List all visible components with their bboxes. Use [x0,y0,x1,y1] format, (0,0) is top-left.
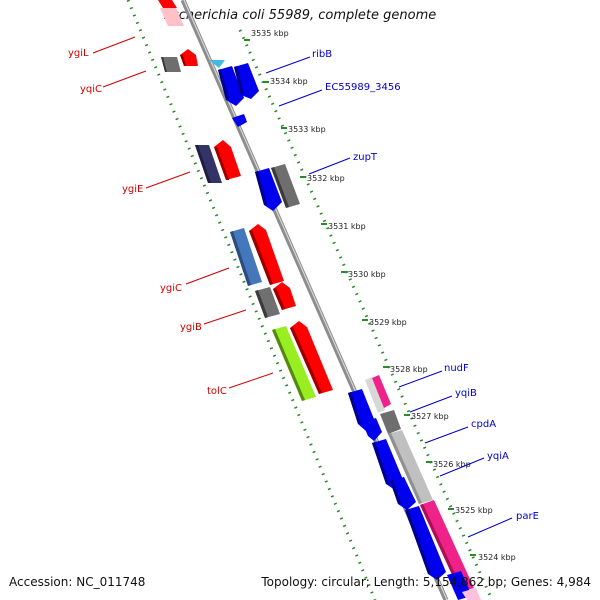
kbp-tick-label: 3530 kbp [348,270,386,279]
gene-ygiL-shape [180,49,198,66]
gene-EC55989-3456-shape [232,114,247,127]
kbp-tick-label: 3531 kbp [328,222,366,231]
genome-summary-text: Topology: circular; Length: 5,154,862 bp… [261,575,591,589]
accession-text: Accession: NC_011748 [9,575,146,589]
gene-cpdA-shapes [362,418,433,504]
kbp-tick-label: 3526 kbp [433,460,471,469]
gene-label-ygiB: ygiB [180,322,202,333]
kbp-tick-label: 3525 kbp [455,506,493,515]
gene-label-yqiA: yqiA [487,451,509,462]
gene-label-yqiB: yqiB [455,388,477,399]
map-title: Escherichia coli 55989, complete genome [163,8,437,23]
gene-label-parE: parE [516,511,539,522]
kbp-tick-label: 3529 kbp [369,318,407,327]
kbp-tick-label: 3532 kbp [307,174,345,183]
gene-block-top-left [158,0,184,26]
kbp-tick-label: 3528 kbp [390,365,428,374]
gene-label-zupT: zupT [353,152,378,163]
gene-yqiC-shape [161,57,181,72]
kbp-tick-label: 3527 kbp [411,412,449,421]
gene-label-ygiC: ygiC [160,283,182,294]
kbp-tick-label: 3535 kbp [251,29,289,38]
gene-nudF-shapes [365,375,391,413]
gene-label-EC55989_3456: EC55989_3456 [325,82,401,93]
gene-label-ygiE: ygiE [122,184,143,195]
gene-yqiA-shapes [372,439,416,510]
left-gene-labels: ygiL yqiC ygiE ygiC ygiB tolC [68,36,274,397]
gene-ygiC-shapes [230,224,284,286]
kbp-tick-label: 3534 kbp [270,77,308,86]
kbp-scale: 3535 kbp 3534 kbp 3533 kbp 3532 kbp 3531… [244,29,516,562]
gene-ygiB-shapes [255,282,296,318]
gene-label-tolC: tolC [207,386,227,397]
gene-ygiE-shapes [195,140,241,183]
gene-label-ygiL: ygiL [68,48,89,59]
gene-label-ribB: ribB [312,49,332,60]
gene-zupT-shapes [255,164,300,211]
kbp-tick-label: 3524 kbp [478,553,516,562]
gene-label-cpdA: cpdA [471,419,496,430]
right-gene-labels: ribB EC55989_3456 zupT nudF yqiB cpdA yq… [265,49,539,538]
gene-tolC-shapes [272,321,333,401]
kbp-tick-label: 3533 kbp [288,125,326,134]
gene-label-yqiC: yqiC [80,84,102,95]
gene-parE-shapes [405,500,481,600]
gene-label-nudF: nudF [444,363,469,374]
gene-ribB-shapes [218,63,259,106]
gene-small-cyan [209,60,225,68]
